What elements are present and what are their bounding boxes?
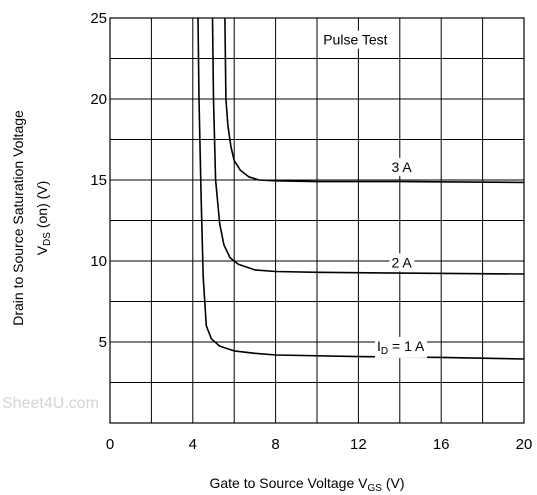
y-axis-label-line2-tail: (on) (V) bbox=[34, 181, 50, 232]
x-axis-label-sub: GS bbox=[367, 483, 382, 494]
series-label-background bbox=[389, 253, 415, 272]
x-tick-label: 4 bbox=[189, 436, 197, 453]
x-axis-label: Gate to Source Voltage VGS (V) bbox=[209, 475, 404, 494]
series-label: 2 A bbox=[392, 254, 413, 270]
tick-labels: 0 4 8 12 16 20 5 10 15 20 25 bbox=[90, 10, 532, 453]
x-axis-label-tail: (V) bbox=[382, 475, 405, 491]
series-label-background bbox=[375, 336, 428, 358]
series-line-1-a bbox=[197, 17, 525, 360]
x-tick-label: 20 bbox=[516, 436, 533, 453]
pulse-test-annotation: Pulse Test bbox=[323, 32, 387, 48]
y-axis-label-line2-sub: DS bbox=[42, 232, 53, 246]
y-tick-label: 5 bbox=[99, 334, 107, 351]
series-line-2-a bbox=[211, 17, 525, 275]
x-tick-label: 12 bbox=[350, 436, 367, 453]
curves bbox=[197, 17, 525, 360]
series-line-3-a bbox=[224, 17, 525, 184]
y-tick-label: 25 bbox=[90, 10, 107, 27]
series-label: 3 A bbox=[392, 159, 413, 175]
series-label: ID = 1 A bbox=[377, 338, 425, 357]
y-axis-label-line2-main: V bbox=[34, 245, 50, 255]
annotation-background bbox=[321, 30, 390, 49]
y-tick-label: 15 bbox=[90, 172, 107, 189]
plot-frame bbox=[109, 17, 525, 424]
curve-labels: 3 A 2 A ID = 1 A bbox=[375, 157, 428, 358]
x-axis-label-main: Gate to Source Voltage V bbox=[209, 475, 368, 491]
watermark: Sheet4U.com bbox=[2, 395, 99, 412]
x-tick-label: 8 bbox=[271, 436, 279, 453]
series-label-background bbox=[389, 157, 415, 176]
y-tick-label: 10 bbox=[90, 253, 107, 270]
y-tick-label: 20 bbox=[90, 91, 107, 108]
x-tick-label: 0 bbox=[106, 436, 114, 453]
x-tick-label: 16 bbox=[433, 436, 450, 453]
grid bbox=[109, 17, 525, 424]
y-axis-label-line2: VDS (on) (V) bbox=[34, 181, 53, 256]
y-axis-label-line1: Drain to Source Saturation Voltage bbox=[10, 110, 26, 326]
